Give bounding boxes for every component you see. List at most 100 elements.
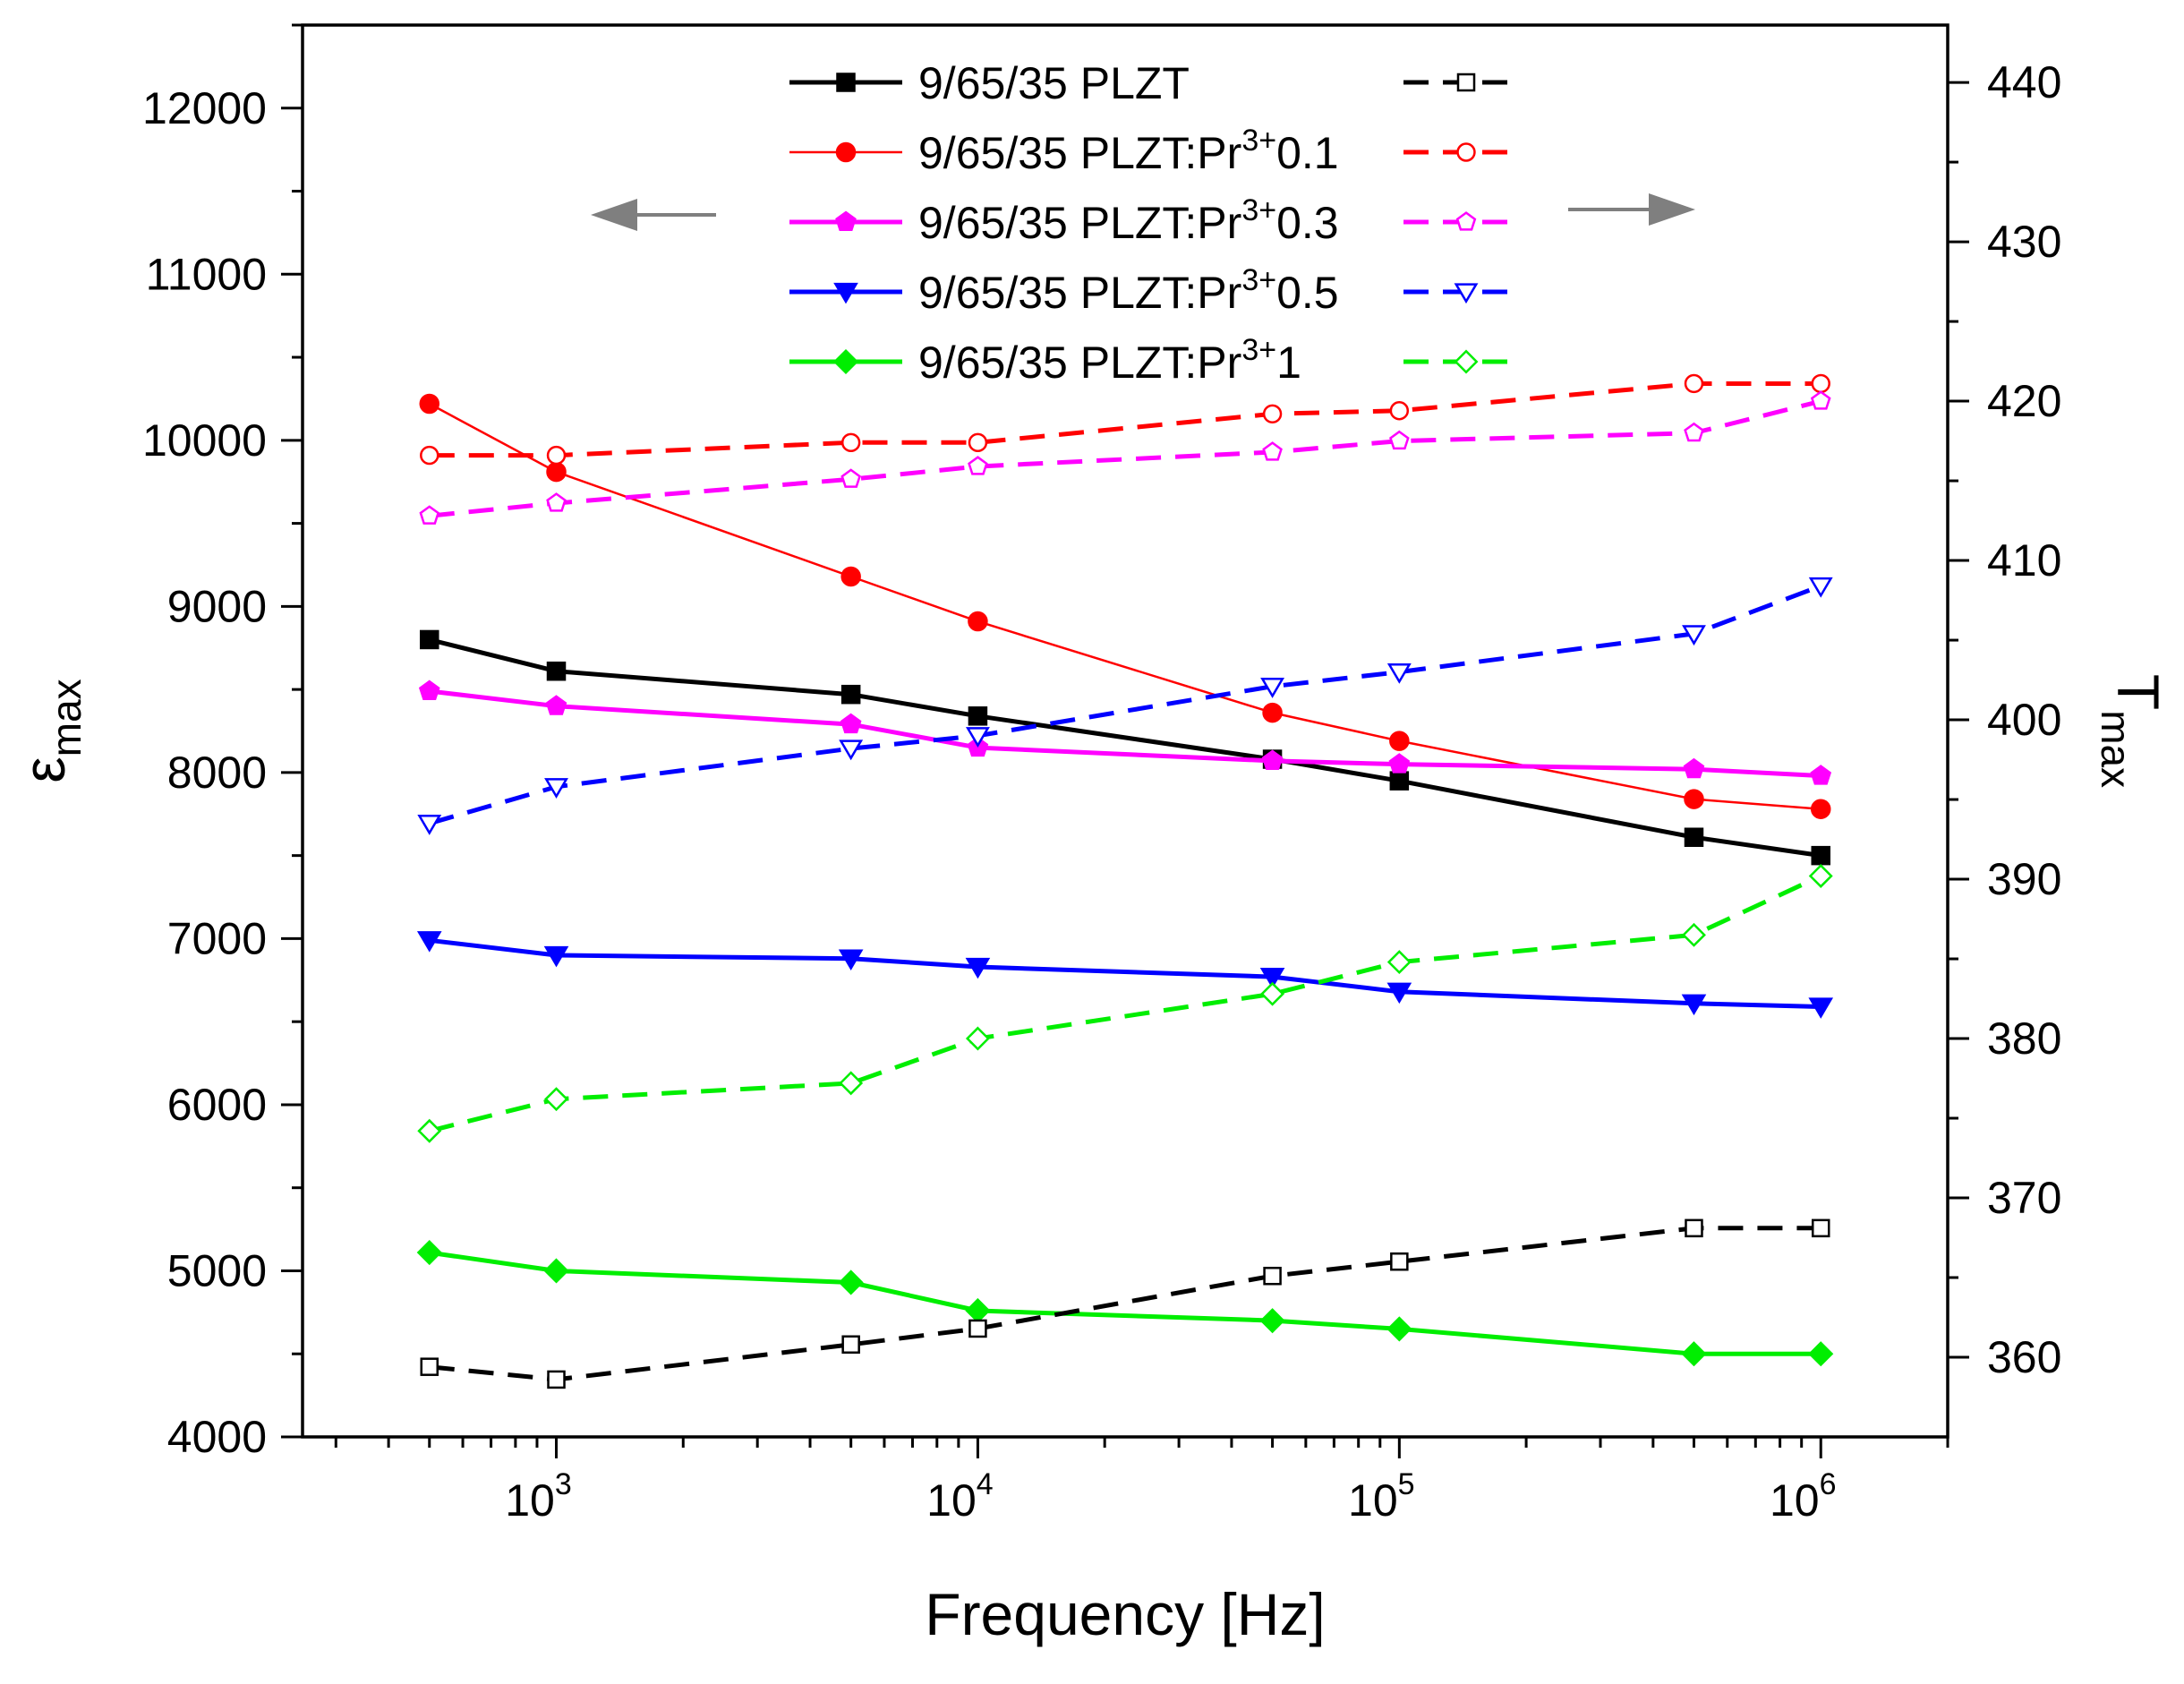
data-point — [544, 1087, 568, 1112]
y-left-tick-label: 6000 — [167, 1080, 267, 1130]
data-point — [840, 566, 861, 587]
legend-label-name: 9/65/35 PLZT — [918, 58, 1190, 108]
data-point — [965, 727, 990, 748]
legend-item: 9/65/35 PLZT — [789, 58, 1190, 108]
series-emax-1 — [419, 393, 1831, 819]
data-point — [965, 1297, 991, 1324]
data-point — [841, 1335, 860, 1355]
y-left-tick-label: 8000 — [167, 748, 267, 798]
data-point — [417, 1118, 442, 1143]
legend-swatch-marker — [832, 348, 859, 375]
series-line — [429, 637, 1821, 859]
y-left-tick-label: 9000 — [167, 581, 267, 631]
legend-item-tmax — [1403, 283, 1509, 304]
series-tmax-6 — [420, 373, 1830, 466]
data-point — [1260, 981, 1285, 1006]
legend-item-tmax — [1403, 211, 1509, 231]
data-point — [1808, 997, 1834, 1019]
data-point — [1682, 922, 1706, 947]
x-tick-exponent: 4 — [977, 1467, 994, 1501]
data-point — [546, 445, 567, 466]
data-point — [1259, 1308, 1285, 1334]
data-point — [968, 706, 988, 726]
data-point — [1811, 373, 1830, 394]
data-point — [546, 492, 567, 512]
data-point — [838, 949, 864, 971]
data-point — [968, 1319, 987, 1338]
y-right-tick-label: 440 — [1987, 57, 2061, 107]
x-tick-label: 104 — [926, 1467, 994, 1526]
legend-label: 9/65/35 PLZT:Pr3+0.5 — [918, 263, 1339, 318]
data-point — [1262, 441, 1283, 461]
y-right-tick-label: 400 — [1987, 695, 2061, 745]
legend-item: 9/65/35 PLZT:Pr3+0.5 — [789, 263, 1339, 318]
data-point — [419, 393, 440, 415]
data-point — [1810, 799, 1831, 819]
data-point — [1684, 422, 1704, 442]
data-point — [543, 1258, 569, 1284]
data-point — [543, 945, 569, 968]
series-layer — [416, 373, 1834, 1389]
x-tick-exponent: 5 — [1398, 1467, 1415, 1501]
data-point — [1389, 731, 1410, 751]
legend-swatch-marker — [835, 210, 857, 232]
data-point — [840, 713, 862, 734]
data-point — [965, 1026, 990, 1051]
legend-label-tail: 1 — [1276, 338, 1301, 388]
data-point — [840, 684, 861, 705]
legend-swatch-marker — [1454, 283, 1479, 304]
series-tmax-9 — [417, 864, 1833, 1143]
data-point — [420, 629, 439, 650]
data-point — [1808, 577, 1833, 598]
y-left-tick-label: 4000 — [167, 1412, 267, 1462]
data-point — [1685, 1218, 1703, 1238]
y-right-tick-label: 420 — [1987, 376, 2061, 426]
y-right-title-sub: max — [2093, 710, 2139, 788]
data-point — [1386, 1316, 1412, 1342]
x-tick-base: 10 — [926, 1475, 977, 1526]
data-point — [547, 1370, 566, 1389]
y-left-title-sub: max — [43, 679, 90, 757]
series-line — [429, 402, 1821, 810]
legend-swatch-marker — [1454, 349, 1479, 374]
legend-swatch-marker — [1456, 73, 1476, 92]
y-left-tick-label: 11000 — [146, 249, 267, 299]
data-point — [965, 957, 991, 979]
data-point — [1386, 982, 1412, 1004]
plot-frame — [301, 23, 1949, 1439]
data-point — [545, 695, 567, 715]
legend-label-sup: 3+ — [1241, 333, 1276, 367]
series-line — [429, 1250, 1821, 1356]
y-left-tick-label: 12000 — [142, 83, 267, 133]
legend-label: 9/65/35 PLZT — [918, 58, 1190, 108]
series-tmax-7 — [419, 390, 1831, 525]
y-right-tick-label: 380 — [1987, 1013, 2061, 1064]
data-point — [1260, 677, 1285, 698]
x-tick-label: 106 — [1770, 1467, 1837, 1526]
series-line — [429, 381, 1821, 458]
legend-item-tmax — [1403, 349, 1509, 374]
legend-label-name: 9/65/35 PLZT:Pr — [918, 268, 1241, 318]
data-point — [968, 432, 988, 453]
legend-item: 9/65/35 PLZT:Pr3+1 — [789, 333, 1301, 388]
data-point — [839, 1071, 864, 1096]
series-emax-4 — [416, 1240, 1834, 1367]
x-tick-label: 105 — [1348, 1467, 1415, 1526]
data-point — [419, 505, 440, 525]
y-right-tick-label: 390 — [1987, 854, 2061, 904]
data-point — [1810, 390, 1831, 410]
series-emax-3 — [416, 931, 1834, 1019]
y-left-tick-label: 5000 — [167, 1245, 267, 1295]
y-left-axis-title-text: εmax — [11, 679, 90, 782]
data-point — [1683, 757, 1705, 779]
legend-item-tmax — [1403, 142, 1509, 162]
data-point — [968, 456, 988, 475]
data-point — [1681, 994, 1707, 1016]
series-emax-2 — [418, 680, 1832, 785]
legend-label-sup: 3+ — [1241, 124, 1276, 158]
y-left-axis-title: εmax — [11, 679, 90, 782]
right-arrow-icon — [1649, 193, 1695, 226]
y-left-tick-label: 10000 — [142, 415, 267, 466]
